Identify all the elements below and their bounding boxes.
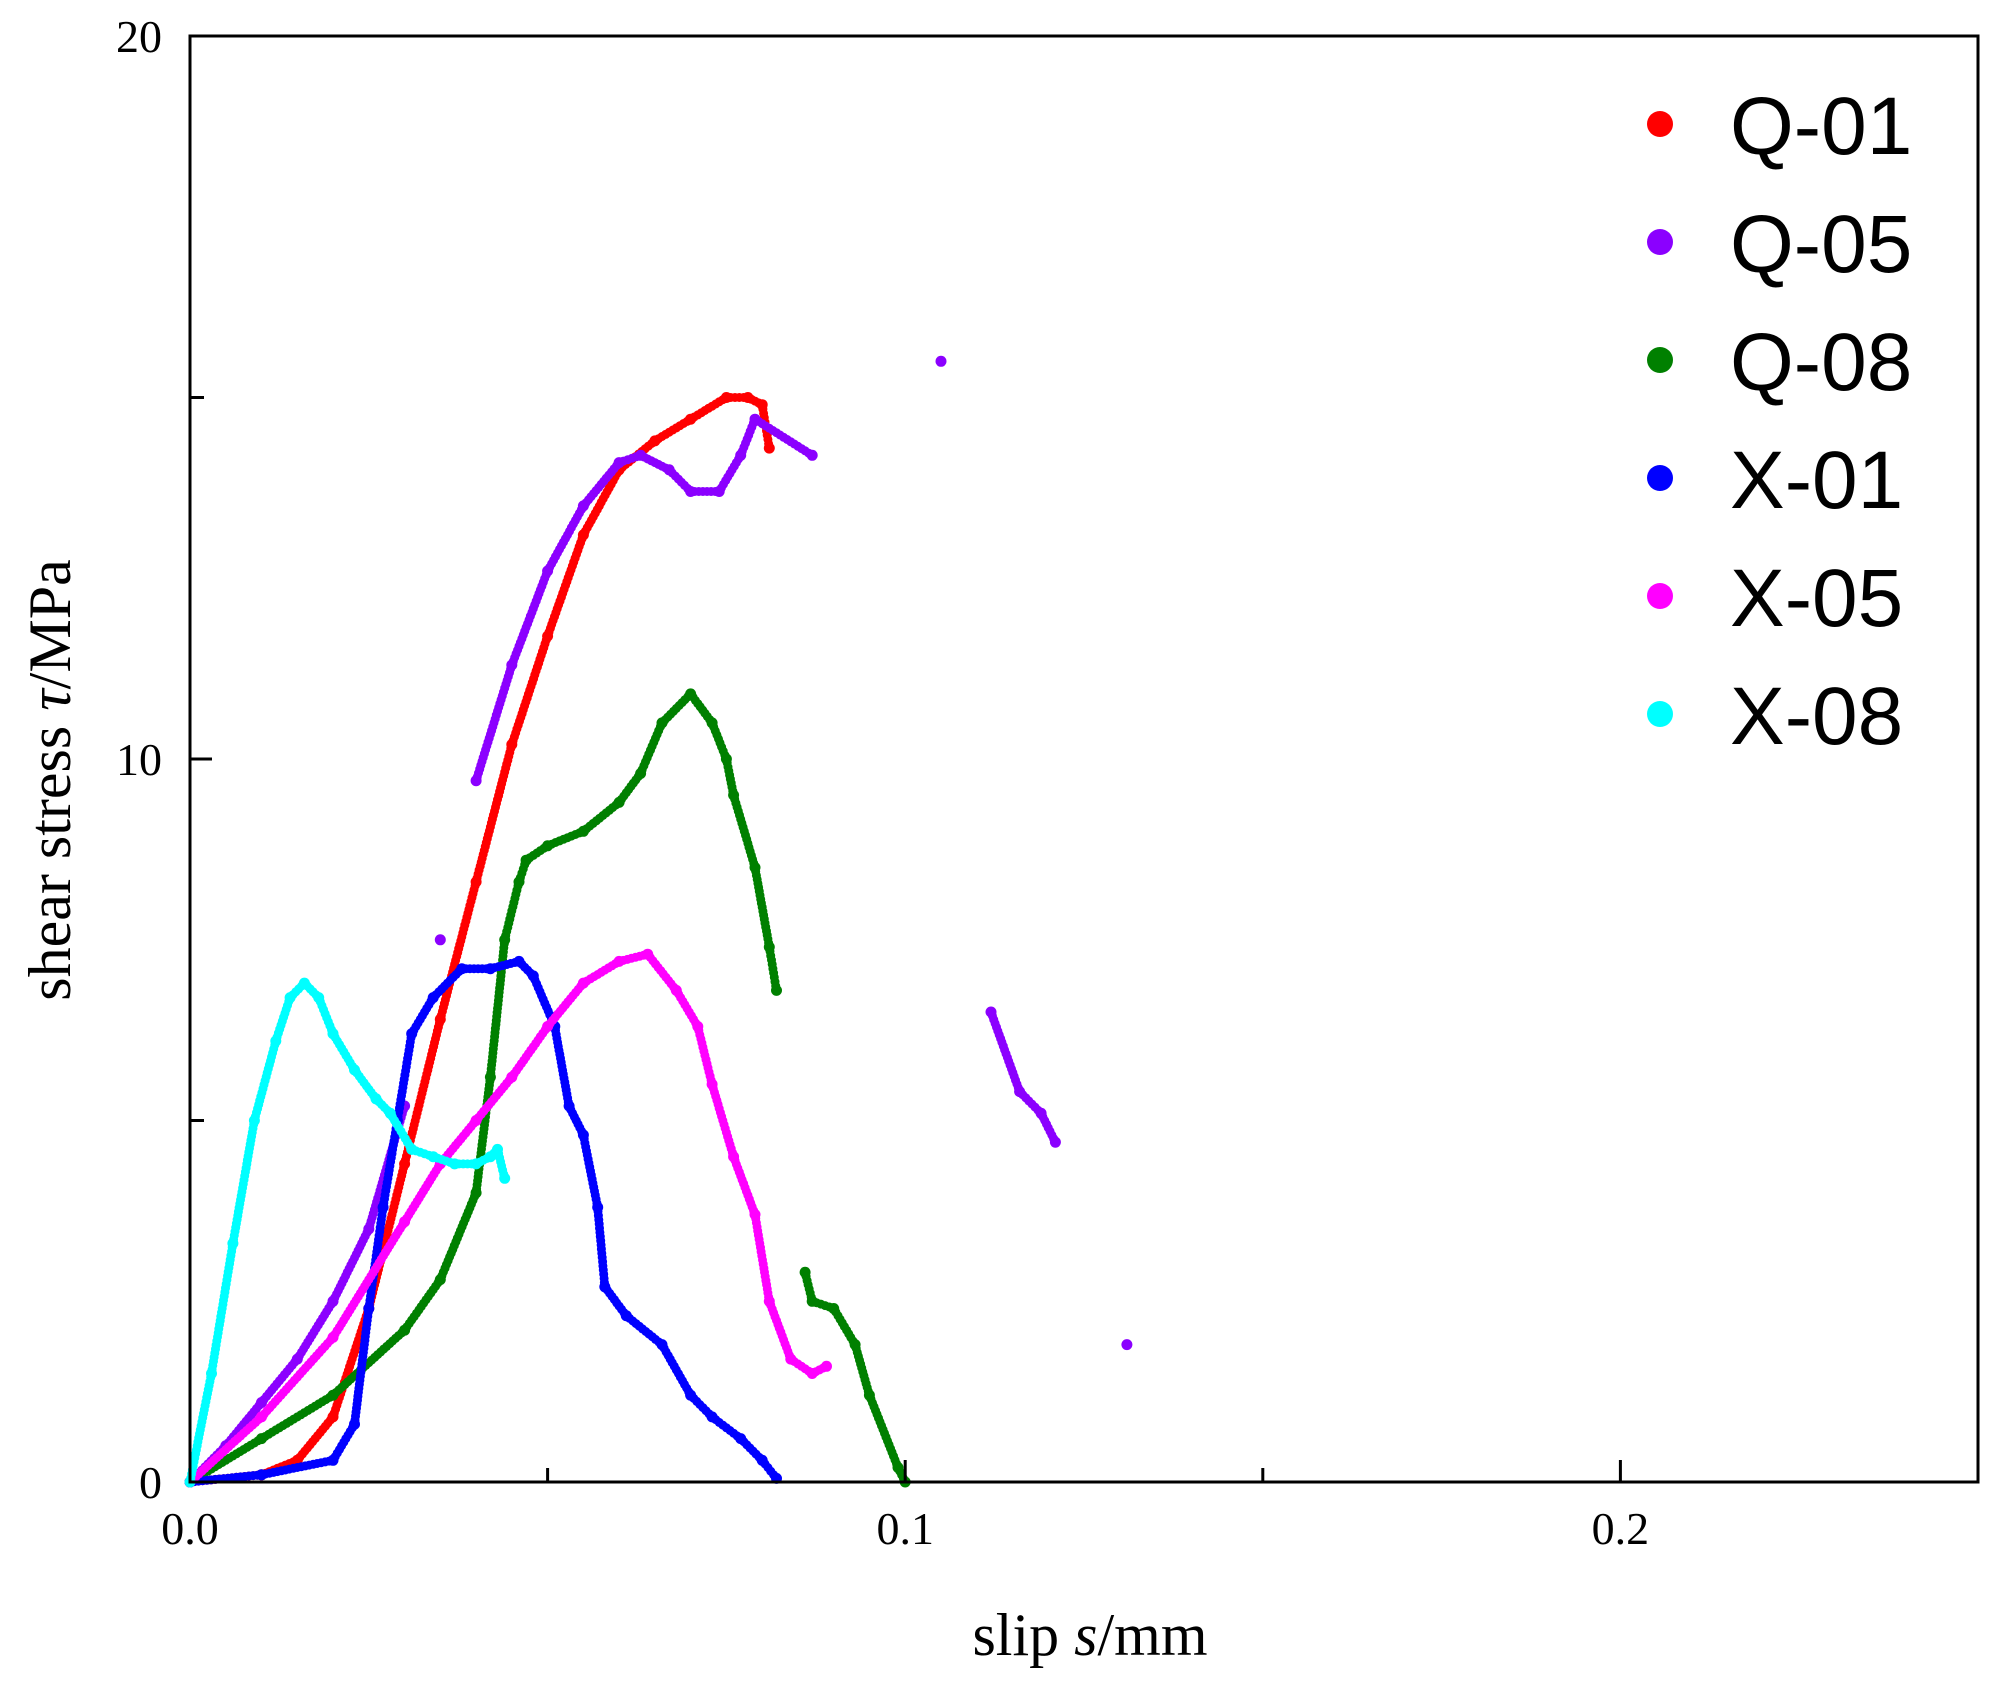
chart-background <box>0 0 1995 1685</box>
legend-label-x-01: X-01 <box>1730 435 1903 526</box>
y-tick-label: 0 <box>139 1457 162 1508</box>
y-tick-label: 10 <box>116 734 162 785</box>
x-axis-title-symbol: s <box>1074 1602 1097 1668</box>
y-tick-label: 20 <box>116 11 162 62</box>
x-tick-label: 0.1 <box>876 1503 934 1554</box>
data-point <box>771 985 782 996</box>
legend-label-x-08: X-08 <box>1730 671 1903 762</box>
data-point <box>499 1173 510 1184</box>
legend-marker-x-01 <box>1647 465 1673 491</box>
data-point <box>807 450 818 461</box>
legend-label-q-08: Q-08 <box>1730 317 1912 408</box>
x-axis-title-unit: /mm <box>1098 1602 1208 1668</box>
x-axis-title-prefix: slip <box>972 1602 1074 1668</box>
legend-label-q-01: Q-01 <box>1730 81 1912 172</box>
y-axis-title-unit: /MPa <box>17 559 83 689</box>
legend-marker-x-05 <box>1647 583 1673 609</box>
data-point <box>1050 1137 1061 1148</box>
y-axis-title-symbol: τ <box>17 687 83 711</box>
legend-marker-x-08 <box>1647 701 1673 727</box>
data-point <box>764 443 775 454</box>
data-point <box>435 934 446 945</box>
y-axis-title-prefix: shear stress <box>17 711 83 1001</box>
y-axis-title: shear stress τ/MPa <box>17 559 83 1000</box>
data-point <box>821 1361 832 1372</box>
legend-label-x-05: X-05 <box>1730 553 1903 644</box>
legend-marker-q-08 <box>1647 347 1673 373</box>
legend-marker-q-01 <box>1647 111 1673 137</box>
legend-label-q-05: Q-05 <box>1730 199 1912 290</box>
data-point <box>1121 1339 1132 1350</box>
x-axis-title: slip s/mm <box>972 1602 1207 1668</box>
legend-marker-q-05 <box>1647 229 1673 255</box>
x-tick-label: 0.2 <box>1592 1503 1650 1554</box>
chart: 0.0 0.1 0.201020 slip s/mm shear stress τ/… <box>0 0 1995 1685</box>
x-tick-label: 0.0 <box>161 1503 219 1554</box>
data-point <box>936 356 947 367</box>
